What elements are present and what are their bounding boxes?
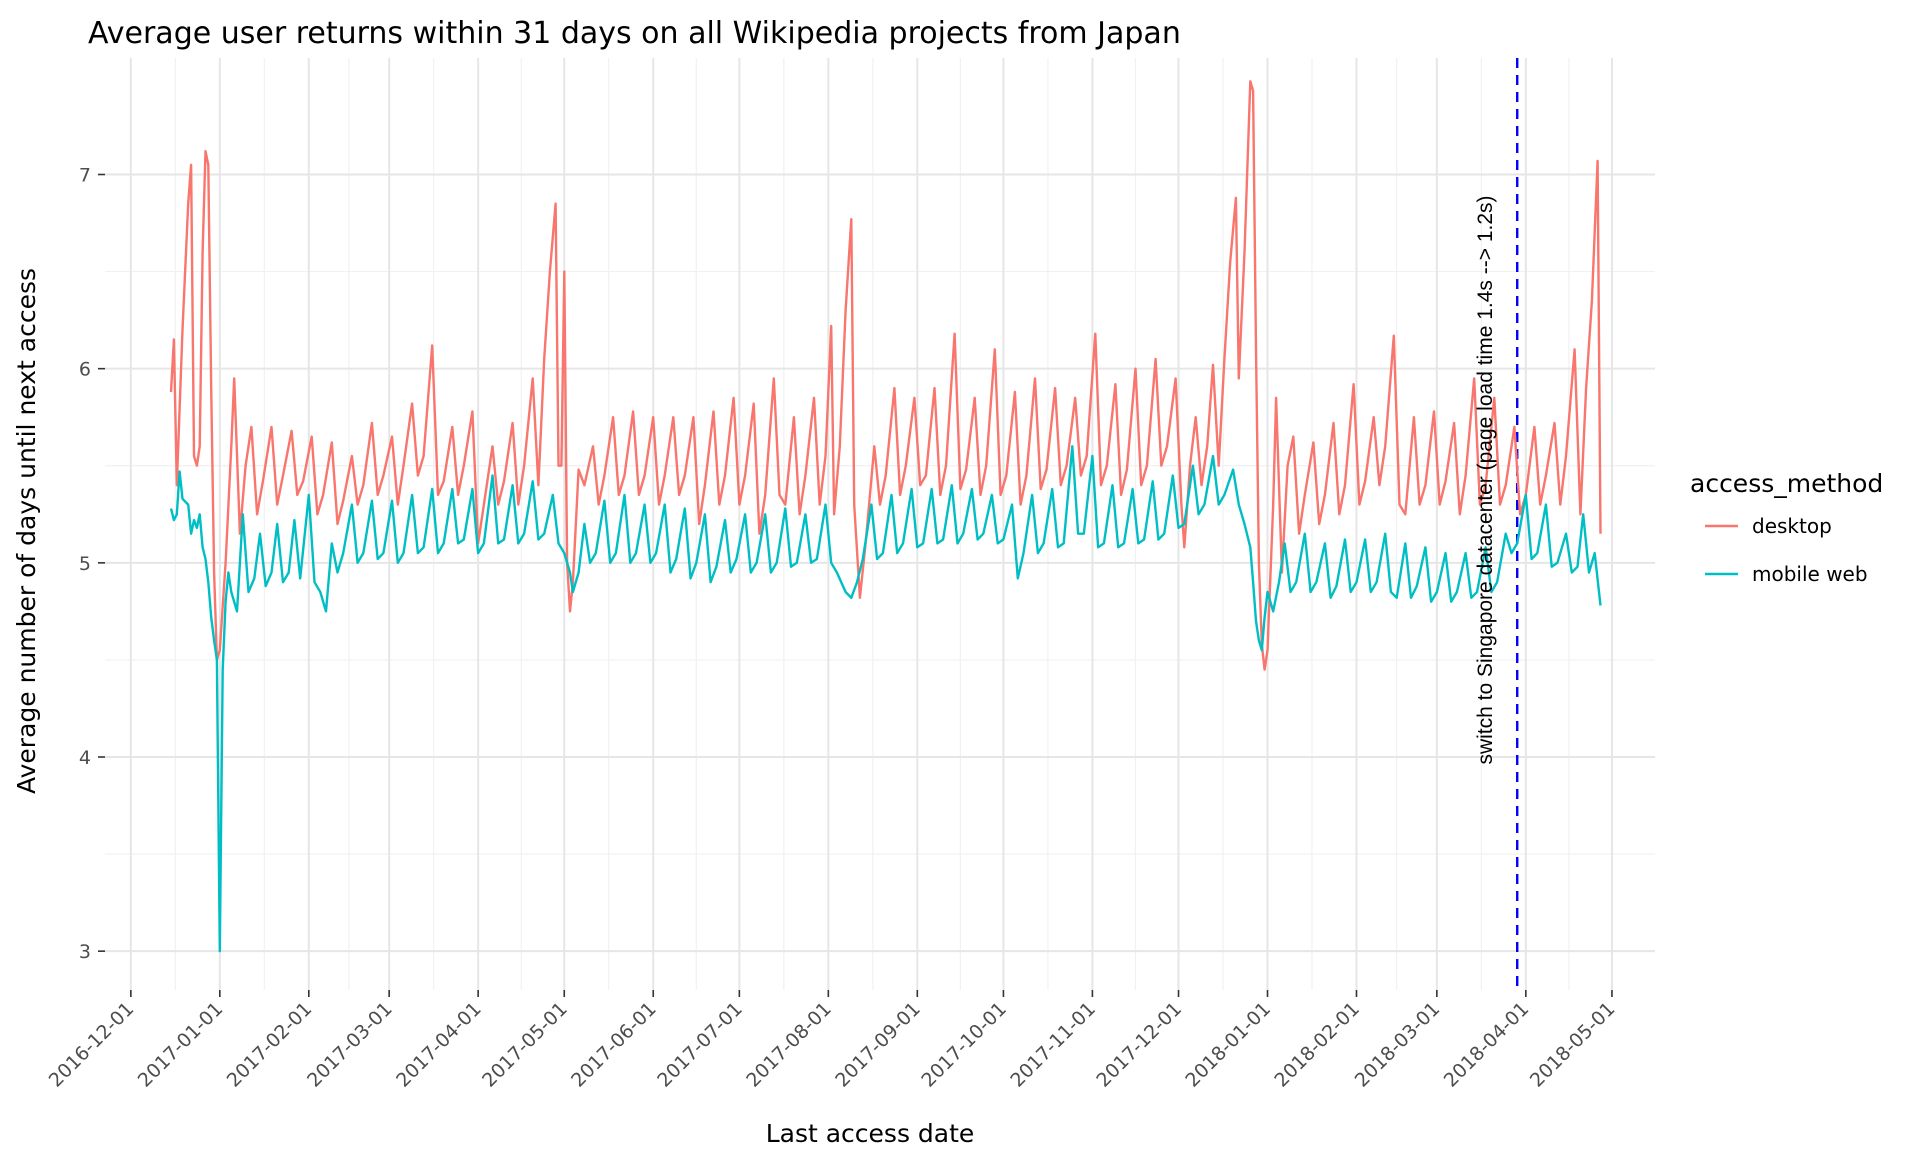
x-tick-label: 2017-06-01: [567, 998, 661, 1092]
x-tick-label: 2017-02-01: [223, 998, 317, 1092]
x-tick-label: 2017-01-01: [134, 998, 228, 1092]
x-tick-label: 2017-10-01: [917, 998, 1011, 1092]
x-tick-label: 2018-03-01: [1351, 998, 1445, 1092]
x-tick-label: 2018-02-01: [1270, 998, 1364, 1092]
y-tick-label: 4: [79, 747, 91, 769]
x-tick-label: 2018-01-01: [1181, 998, 1275, 1092]
x-tick-label: 2017-08-01: [742, 998, 836, 1092]
y-axis-title: Average number of days until next access: [12, 268, 41, 794]
legend-title: access_method: [1690, 469, 1883, 498]
x-tick-label: 2017-11-01: [1006, 998, 1100, 1092]
series-line-desktop: [169, 80, 1602, 671]
y-tick-label: 7: [79, 165, 91, 187]
series-layer: [169, 80, 1602, 953]
annotation-label: switch to Singapore datacenter (page loa…: [1474, 195, 1497, 764]
legend-items: desktop mobile web: [1705, 514, 1868, 586]
x-tick-label: 2017-07-01: [653, 998, 747, 1092]
legend: access_method desktop mobile web: [1690, 469, 1883, 586]
series-line-mobile-web: [169, 445, 1602, 953]
x-axis-title: Last access date: [766, 1119, 975, 1148]
x-tick-label: 2017-12-01: [1092, 998, 1186, 1092]
x-tick-label: 2017-04-01: [392, 998, 486, 1092]
x-tick-label: 2017-09-01: [831, 998, 925, 1092]
x-tick-label: 2018-04-01: [1440, 998, 1534, 1092]
y-tick-label: 5: [79, 553, 91, 575]
x-tick-label: 2017-03-01: [303, 998, 397, 1092]
annotation-text-layer: switch to Singapore datacenter (page loa…: [1474, 195, 1497, 764]
axis-layer: 345672016-12-012017-01-012017-02-012017-…: [45, 165, 1620, 1092]
y-tick-label: 3: [79, 941, 91, 963]
y-tick-label: 6: [79, 359, 91, 381]
chart-title: Average user returns within 31 days on a…: [88, 16, 1181, 51]
x-tick-label: 2017-05-01: [478, 998, 572, 1092]
x-tick-label: 2016-12-01: [45, 998, 139, 1092]
legend-label: desktop: [1752, 514, 1832, 538]
x-tick-label: 2018-05-01: [1526, 998, 1620, 1092]
legend-label: mobile web: [1752, 562, 1868, 586]
